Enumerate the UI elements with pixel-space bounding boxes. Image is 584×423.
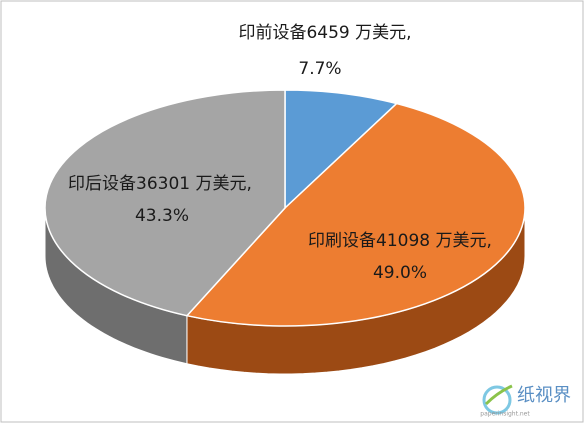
data-label-value: 43.3% bbox=[135, 206, 189, 226]
slice bbox=[284, 89, 399, 210]
data-label-name: 印前设备6459 万美元, bbox=[238, 23, 411, 43]
slice bbox=[185, 102, 526, 327]
watermark-icon bbox=[482, 385, 512, 415]
watermark-swoosh bbox=[484, 384, 513, 406]
watermark-url: paperinsight.net bbox=[480, 411, 530, 418]
watermark-title: 纸视界 bbox=[517, 385, 571, 406]
slice bbox=[44, 89, 286, 317]
data-label-value: 7.7% bbox=[298, 59, 341, 79]
data-label-name: 印后设备36301 万美元, bbox=[68, 174, 252, 194]
data-label-value: 49.0% bbox=[373, 263, 427, 283]
watermark: 纸视界 paperinsight.net bbox=[480, 384, 571, 418]
labels: 印前设备6459 万美元, 7.7% 印刷设备41098 万美元, 49.0% 印后设备… bbox=[68, 23, 492, 283]
pie bbox=[44, 89, 526, 375]
data-label-name: 印刷设备41098 万美元, bbox=[308, 231, 492, 251]
